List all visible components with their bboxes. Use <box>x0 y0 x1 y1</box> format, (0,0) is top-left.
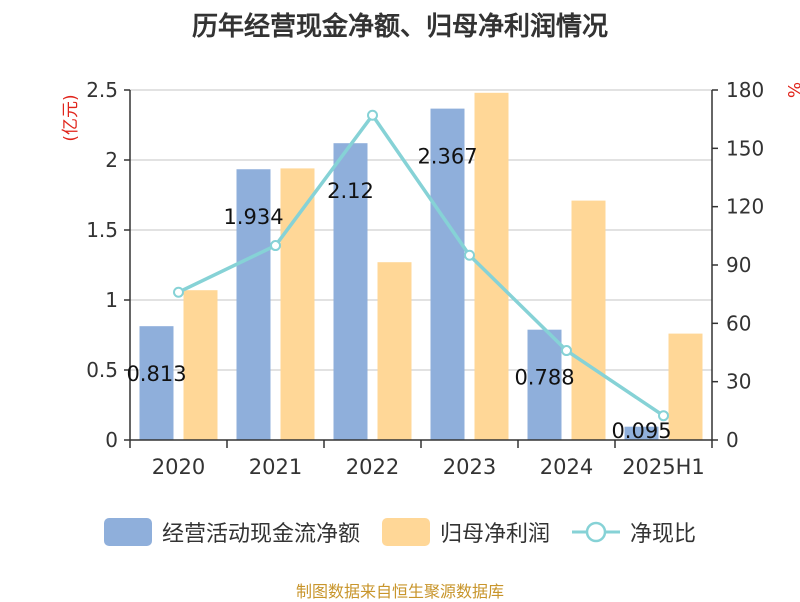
legend-label-ratio: 净现比 <box>630 522 697 547</box>
bar-cash-flow <box>624 426 659 440</box>
y-right-tick-label: 120 <box>726 195 764 219</box>
point-ratio <box>367 109 378 121</box>
y-right-tick-label: 90 <box>726 253 751 277</box>
legend-swatch-ratio <box>572 521 620 543</box>
x-tick-label: 2024 <box>540 455 593 479</box>
chart-title: 历年经营现金净额、归母净利润情况 <box>191 12 608 42</box>
legend-label-net-profit: 归母净利润 <box>439 522 550 547</box>
x-tick-label: 2020 <box>152 455 205 479</box>
bar-cash-flow <box>527 329 562 440</box>
y-left-tick-label: 2.5 <box>86 78 118 102</box>
data-label-cash-flow: 1.934 <box>223 205 283 229</box>
bar-cash-flow <box>430 108 465 441</box>
line-ratio <box>177 113 665 418</box>
y-left-tick-label: 0 <box>105 428 118 452</box>
y-right-tick-label: 180 <box>726 78 764 102</box>
y-right-tick-label: 0 <box>726 428 739 452</box>
point-ratio <box>270 240 281 252</box>
point-ratio <box>173 286 184 298</box>
data-label-cash-flow: 2.12 <box>327 179 374 203</box>
y-left-tick-label: 0.5 <box>86 358 118 382</box>
y-left-unit-label: (亿元) <box>61 94 81 141</box>
source-note: 制图数据来自恒生聚源数据库 <box>295 582 504 601</box>
bar-net-profit <box>668 333 703 440</box>
y-right-tick-label: 30 <box>726 370 751 394</box>
y-right-tick-label: 60 <box>726 311 751 335</box>
data-label-cash-flow: 0.095 <box>611 419 671 443</box>
legend-swatch-cash-flow <box>103 518 152 546</box>
bar-cash-flow <box>333 143 368 440</box>
point-ratio <box>658 410 669 422</box>
bar-net-profit <box>280 168 315 440</box>
y-right-tick-label: 150 <box>726 136 764 160</box>
legend-label-cash-flow: 经营活动现金流净额 <box>161 522 360 547</box>
point-ratio <box>464 249 475 261</box>
x-tick-label: 2023 <box>443 455 496 479</box>
legend-marker-ratio <box>585 521 607 543</box>
chart-legend: 经营活动现金流净额 归母净利润 净现比 <box>0 516 800 548</box>
bar-net-profit <box>183 290 218 440</box>
data-label-cash-flow: 0.813 <box>126 362 186 386</box>
x-tick-label: 2025H1 <box>622 455 705 479</box>
x-tick-label: 2021 <box>249 455 302 479</box>
legend-item-ratio[interactable]: 净现比 <box>572 516 696 548</box>
bar-net-profit <box>571 200 606 440</box>
y-left-tick-label: 1.5 <box>86 218 118 242</box>
data-label-cash-flow: 2.367 <box>417 145 477 169</box>
x-tick-label: 2022 <box>346 455 399 479</box>
bar-cash-flow <box>236 169 271 441</box>
y-left-tick-label: 1 <box>105 288 118 312</box>
point-ratio <box>561 345 572 357</box>
bar-cash-flow <box>139 326 174 440</box>
bar-net-profit <box>377 262 412 440</box>
legend-swatch-net-profit <box>381 518 430 546</box>
data-label-cash-flow: 0.788 <box>514 366 574 390</box>
legend-item-net-profit[interactable]: 归母净利润 <box>381 516 550 548</box>
legend-item-cash-flow[interactable]: 经营活动现金流净额 <box>103 516 360 548</box>
y-right-unit-label: % <box>783 82 800 98</box>
y-left-tick-label: 2 <box>105 148 118 172</box>
